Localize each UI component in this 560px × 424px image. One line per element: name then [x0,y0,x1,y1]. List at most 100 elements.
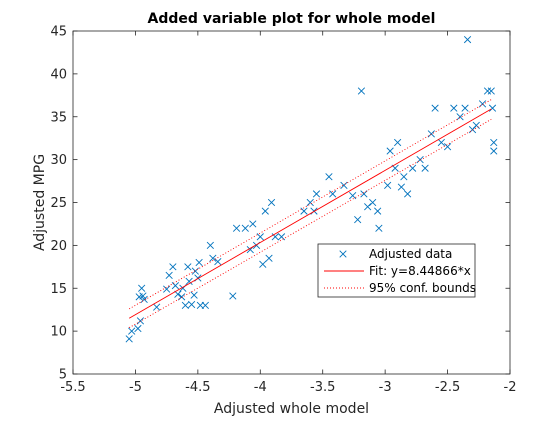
data-point [483,87,492,95]
upper-bound-line [128,99,492,310]
data-point [214,258,222,266]
data-point [354,216,362,224]
y-tick-label: 45 [50,25,67,40]
legend-label: Fit: y=8.44866*x [369,264,471,278]
y-tick-label: 10 [50,325,67,340]
x-tick-label: -4 [254,380,267,395]
data-point [174,290,182,298]
data-point [259,260,267,268]
data-point [357,87,366,95]
legend-entry: 95% conf. bounds [324,281,476,295]
data-point [463,35,472,44]
data-layer [125,35,498,343]
x-tick-label: -4.5 [185,380,210,395]
data-point [190,291,198,299]
chart-title: Added variable plot for whole model [148,11,436,27]
data-point [490,147,498,155]
data-point [171,282,180,290]
plot-area [73,31,510,374]
data-point [163,285,171,293]
data-point [195,258,203,267]
lower-bound-line [128,118,492,329]
y-tick-label: 25 [50,196,67,211]
data-point [261,207,269,215]
data-point [136,317,145,325]
data-point [300,207,308,215]
data-point [232,224,241,232]
data-point [184,263,192,271]
y-tick-label: 40 [50,67,67,82]
data-point [421,164,429,172]
legend-entries: Adjusted data Fit: y=8.44866*x 95% conf. b… [324,247,476,295]
data-point [443,143,452,151]
data-point [209,254,217,262]
data-point [386,147,394,155]
data-point [128,327,136,335]
data-point [374,207,382,215]
data-point [472,121,480,129]
y-tick-label: 20 [50,239,67,254]
data-point [375,224,383,232]
data-point [140,295,148,304]
data-point [403,190,412,198]
data-point [138,284,146,292]
data-point [185,277,193,286]
data-point [340,181,348,189]
data-point [384,181,392,189]
legend-entry: Adjusted data [339,247,452,261]
y-tick-label: 15 [50,282,67,297]
data-point [265,254,273,262]
x-tick-label: -3.5 [310,380,335,395]
data-point [456,113,464,121]
data-point [165,271,173,280]
data-point [306,198,314,207]
data-point [437,138,445,147]
data-point [416,156,424,164]
data-point [325,173,333,181]
data-point [400,173,408,181]
data-point [125,335,133,343]
x-tick-label: -2.5 [435,380,460,395]
data-point [329,190,337,198]
x-tick-label: -2 [504,380,517,395]
data-point [191,267,199,275]
data-point [169,263,177,271]
data-point [450,104,458,112]
data-point [201,301,209,310]
data-point [187,300,196,309]
data-point [427,130,435,138]
y-tick-label: 35 [50,110,67,125]
data-point [394,138,402,147]
data-point [431,104,439,112]
data-point [312,190,321,198]
legend-marker-data [339,250,347,258]
data-point [277,233,286,241]
data-point [349,192,357,200]
data-point [267,198,276,207]
x-axis-label: Adjusted whole model [214,401,369,417]
data-point [153,303,161,311]
y-tick-label: 30 [50,153,67,168]
data-point [397,183,405,191]
y-tick-label: 5 [59,368,67,383]
legend-label: Adjusted data [369,247,452,261]
data-point [256,233,264,241]
x-tick-label: -5 [129,380,142,395]
data-point [490,138,498,147]
x-tick-label: -3 [379,380,392,395]
y-axis-label: Adjusted MPG [32,154,48,251]
data-point [487,87,495,95]
data-point [241,224,249,232]
legend-label: 95% conf. bounds [369,281,476,295]
data-point [206,241,214,249]
data-point [461,104,469,112]
data-point [364,203,372,211]
data-point [229,292,237,300]
data-point [181,301,189,310]
legend-entry: Fit: y=8.44866*x [324,264,471,278]
data-point [249,220,257,228]
data-point [369,198,377,207]
data-point [271,233,279,241]
